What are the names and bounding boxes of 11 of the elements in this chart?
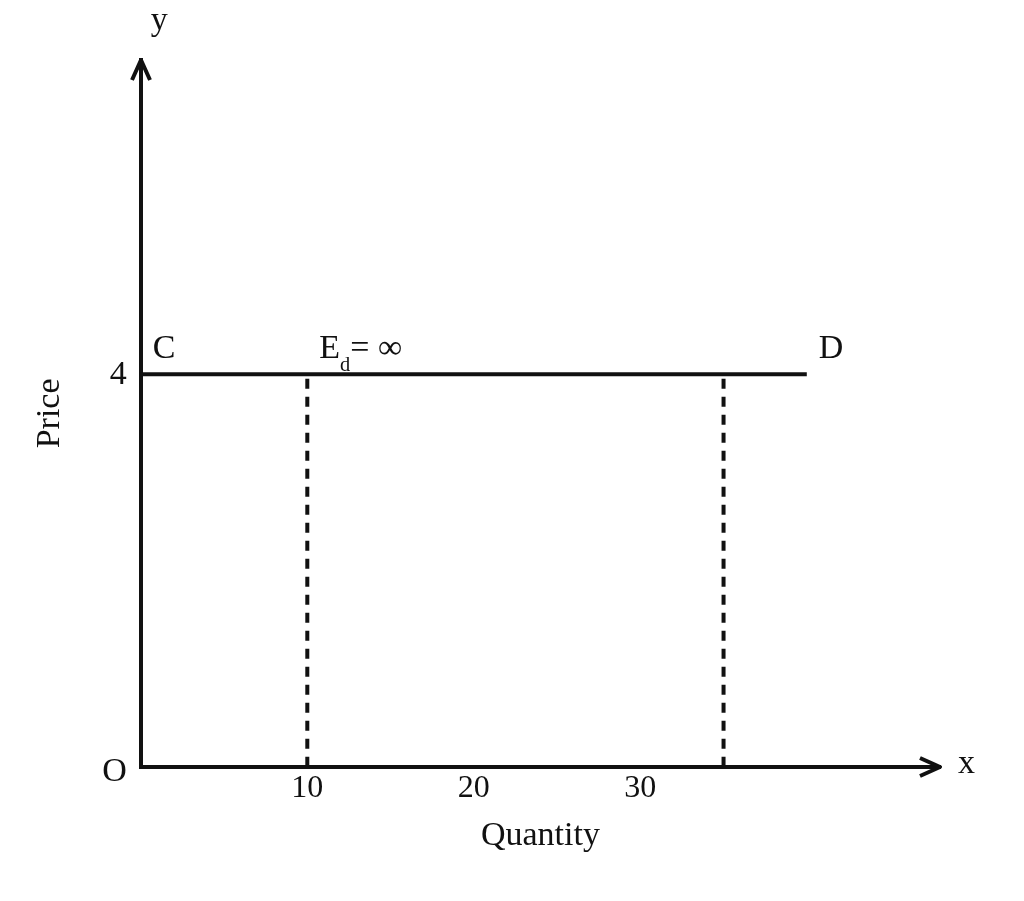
- annotation: C: [152, 328, 176, 366]
- x-axis-title: Quantity: [480, 814, 600, 852]
- annotation: D: [818, 328, 844, 366]
- text: y: [150, 0, 168, 37]
- x-tick-label: 20: [457, 768, 490, 805]
- x-tick-label: 10: [291, 768, 324, 805]
- y-axis-title: Price: [29, 378, 67, 449]
- text: O: [102, 750, 127, 788]
- text: 4: [109, 354, 127, 392]
- x-tick-label: 30: [624, 768, 657, 805]
- text: x: [958, 742, 975, 780]
